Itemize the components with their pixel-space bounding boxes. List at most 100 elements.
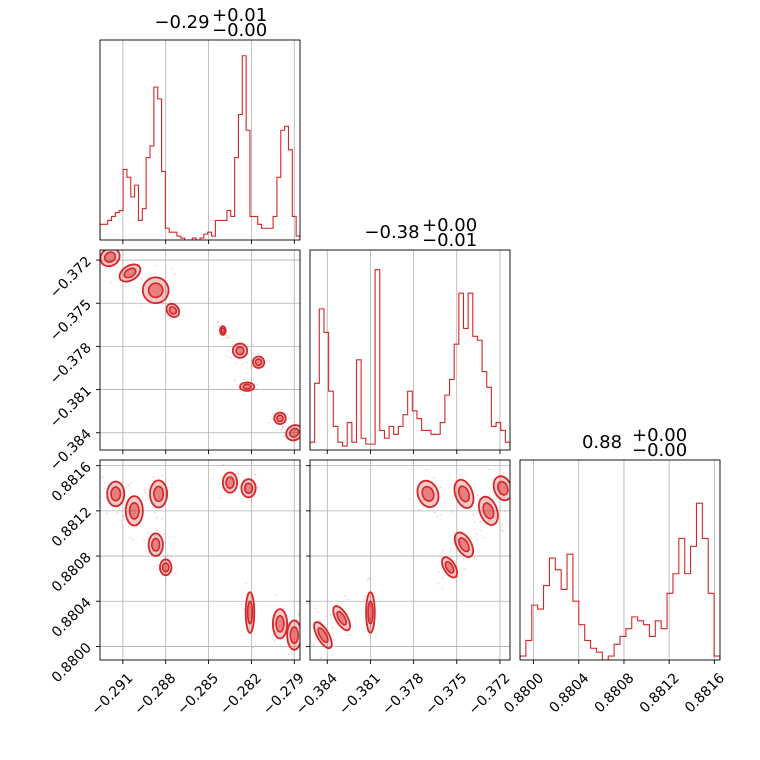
sample-point <box>317 611 320 613</box>
y-tick-label: −0.378 <box>47 340 95 388</box>
sample-point <box>102 476 104 479</box>
contour-inner <box>128 501 140 520</box>
sample-point <box>288 631 290 634</box>
contour-inner <box>220 327 226 334</box>
sample-point <box>110 281 112 284</box>
sample-point <box>439 486 442 489</box>
sample-point <box>223 324 225 326</box>
x-tick-label: −0.288 <box>131 670 179 718</box>
sample-point <box>349 634 352 637</box>
sample-point <box>312 643 315 646</box>
histogram-2 <box>520 502 720 660</box>
density-cluster <box>286 619 300 651</box>
sample-point <box>286 413 289 416</box>
sample-point <box>320 656 322 659</box>
sample-point <box>124 285 127 288</box>
sample-point <box>488 468 490 471</box>
axes-frame <box>99 39 301 241</box>
contour-outer <box>271 608 289 640</box>
sample-point <box>282 426 284 428</box>
sample-point <box>163 541 165 543</box>
sample-point <box>226 334 228 337</box>
sample-point <box>225 355 227 358</box>
sample-point <box>228 336 230 339</box>
density-cluster <box>231 342 249 359</box>
sample-point <box>122 514 125 517</box>
density-cluster <box>453 531 475 558</box>
sample-point <box>297 613 300 616</box>
sample-point <box>501 523 504 526</box>
sample-point <box>125 242 127 244</box>
contour-outer <box>147 532 164 557</box>
sample-point <box>164 578 167 581</box>
grid <box>310 460 510 660</box>
sample-point <box>144 491 146 494</box>
sample-point <box>483 536 486 539</box>
x-tick-label: 0.8808 <box>592 670 638 716</box>
contour-outer <box>149 479 169 509</box>
sample-point <box>333 661 335 663</box>
sample-point <box>161 474 163 477</box>
x-tick-label: −0.381 <box>336 670 384 718</box>
density-cluster <box>453 478 475 509</box>
sample-point <box>487 519 490 522</box>
sample-point <box>164 314 167 316</box>
sample-point <box>511 491 513 493</box>
contour-inner <box>317 627 329 644</box>
sample-point <box>268 360 271 362</box>
sample-point <box>163 488 165 490</box>
sample-point <box>235 362 237 365</box>
sample-point <box>314 607 317 610</box>
sample-point <box>246 361 248 364</box>
sample-point <box>218 482 221 485</box>
contour-inner <box>457 485 471 503</box>
contour-outer <box>124 495 144 527</box>
sample-point <box>366 579 369 582</box>
sample-point <box>247 372 249 375</box>
contour-outer <box>416 479 440 508</box>
sample-point <box>479 529 482 532</box>
sample-point <box>292 630 295 632</box>
sample-point <box>104 487 106 490</box>
contour-outer <box>365 591 376 634</box>
sample-point <box>318 619 321 622</box>
contour-inner <box>103 251 117 263</box>
sample-point <box>408 498 411 501</box>
sample-point <box>252 352 255 355</box>
contour-inner <box>482 502 495 520</box>
sample-point <box>145 550 147 553</box>
density-cluster <box>219 325 227 336</box>
contour-outer <box>231 342 249 359</box>
contour-inner <box>458 537 470 553</box>
density-cluster <box>165 302 181 318</box>
sample-point <box>305 431 307 433</box>
contour-inner <box>246 600 254 625</box>
sample-point <box>157 568 159 571</box>
density-cluster <box>332 605 351 632</box>
sample-point <box>92 260 94 262</box>
sample-point <box>346 634 348 636</box>
sample-point <box>227 336 230 339</box>
sample-point <box>252 343 254 346</box>
contour-outer <box>244 591 256 634</box>
sample-point <box>174 273 176 276</box>
sample-point <box>517 464 519 466</box>
contour-inner <box>150 537 161 552</box>
y-tick-label: −0.375 <box>47 297 95 345</box>
sample-point <box>133 512 136 515</box>
sample-point <box>271 633 274 636</box>
contour-inner <box>168 305 178 315</box>
x-tick-label: −0.285 <box>174 670 222 718</box>
sample-point <box>175 572 177 575</box>
sample-point <box>221 338 224 340</box>
param-title-1: −0.38 <box>364 222 419 243</box>
density-cluster <box>285 424 300 442</box>
sample-point <box>485 500 488 503</box>
sample-point <box>241 363 243 365</box>
contour-outer <box>273 411 287 425</box>
sample-point <box>246 353 249 356</box>
sample-point <box>441 588 444 590</box>
sample-point <box>116 512 119 514</box>
sample-point <box>346 598 349 601</box>
sample-point <box>308 433 310 435</box>
